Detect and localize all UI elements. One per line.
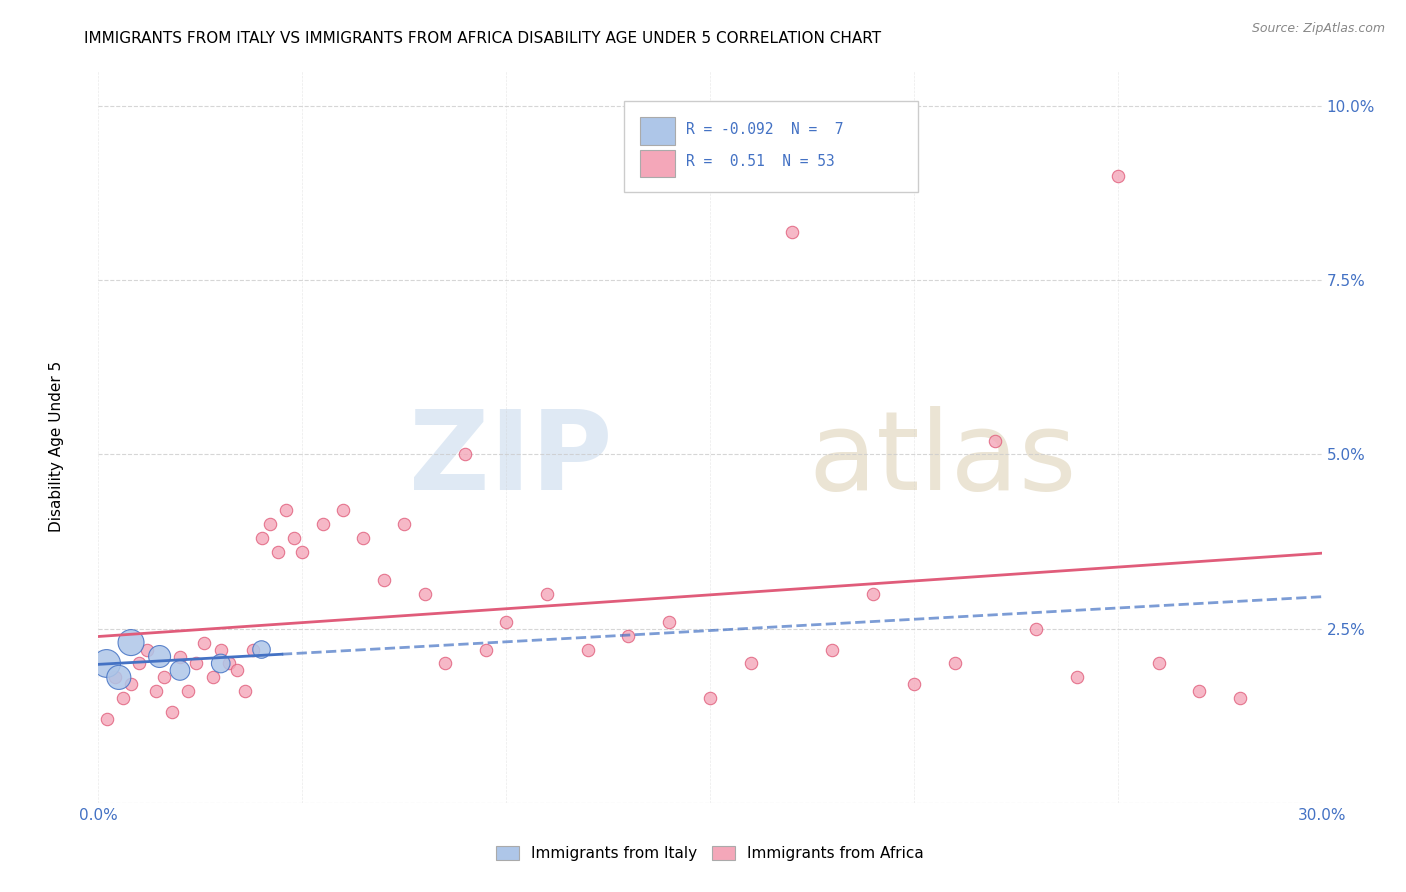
- Point: [104, 670, 127, 684]
- Point: [1066, 670, 1088, 684]
- Point: [201, 670, 224, 684]
- Point: [862, 587, 884, 601]
- Point: [474, 642, 498, 657]
- Point: [576, 642, 599, 657]
- Point: [658, 615, 681, 629]
- Point: [1229, 691, 1251, 706]
- Text: R =  0.51  N = 53: R = 0.51 N = 53: [686, 153, 834, 169]
- Point: [209, 642, 232, 657]
- Point: [699, 691, 721, 706]
- Point: [1188, 684, 1211, 698]
- Point: [96, 712, 118, 726]
- Point: [250, 642, 273, 657]
- Point: [413, 587, 436, 601]
- Point: [291, 545, 314, 559]
- Point: [392, 517, 416, 532]
- Text: IMMIGRANTS FROM ITALY VS IMMIGRANTS FROM AFRICA DISABILITY AGE UNDER 5 CORRELATI: IMMIGRANTS FROM ITALY VS IMMIGRANTS FROM…: [84, 31, 882, 46]
- Point: [111, 691, 134, 706]
- Point: [169, 664, 191, 678]
- Point: [617, 629, 640, 643]
- Legend: Immigrants from Italy, Immigrants from Africa: Immigrants from Italy, Immigrants from A…: [496, 846, 924, 861]
- Point: [740, 657, 762, 671]
- Point: [149, 649, 172, 664]
- Point: [984, 434, 1007, 448]
- Point: [250, 531, 273, 545]
- Point: [1107, 169, 1129, 183]
- Point: [145, 684, 167, 698]
- Text: R = -0.092  N =  7: R = -0.092 N = 7: [686, 121, 844, 136]
- Text: Source: ZipAtlas.com: Source: ZipAtlas.com: [1251, 22, 1385, 36]
- Point: [312, 517, 335, 532]
- Point: [108, 670, 131, 684]
- Point: [160, 705, 183, 719]
- Point: [373, 573, 395, 587]
- Point: [136, 642, 159, 657]
- FancyBboxPatch shape: [624, 101, 918, 192]
- Point: [943, 657, 966, 671]
- Point: [120, 635, 142, 649]
- Point: [177, 684, 200, 698]
- Point: [120, 677, 142, 691]
- Point: [274, 503, 297, 517]
- Point: [1147, 657, 1170, 671]
- Point: [267, 545, 290, 559]
- Point: [218, 657, 240, 671]
- Point: [152, 670, 174, 684]
- Point: [209, 657, 232, 671]
- Point: [332, 503, 354, 517]
- Text: Disability Age Under 5: Disability Age Under 5: [49, 360, 63, 532]
- Point: [226, 664, 249, 678]
- Point: [536, 587, 558, 601]
- Point: [903, 677, 925, 691]
- Point: [454, 448, 477, 462]
- Point: [259, 517, 281, 532]
- Text: atlas: atlas: [808, 406, 1077, 513]
- Point: [780, 225, 803, 239]
- Point: [233, 684, 256, 698]
- Point: [186, 657, 208, 671]
- Point: [242, 642, 264, 657]
- Point: [169, 649, 191, 664]
- Point: [434, 657, 457, 671]
- Point: [283, 531, 305, 545]
- Point: [96, 657, 118, 671]
- Bar: [640, 117, 675, 145]
- Point: [193, 635, 215, 649]
- Text: ZIP: ZIP: [409, 406, 612, 513]
- Point: [128, 657, 150, 671]
- Bar: [640, 150, 675, 178]
- Point: [352, 531, 374, 545]
- Point: [821, 642, 844, 657]
- Point: [495, 615, 517, 629]
- Point: [1025, 622, 1047, 636]
